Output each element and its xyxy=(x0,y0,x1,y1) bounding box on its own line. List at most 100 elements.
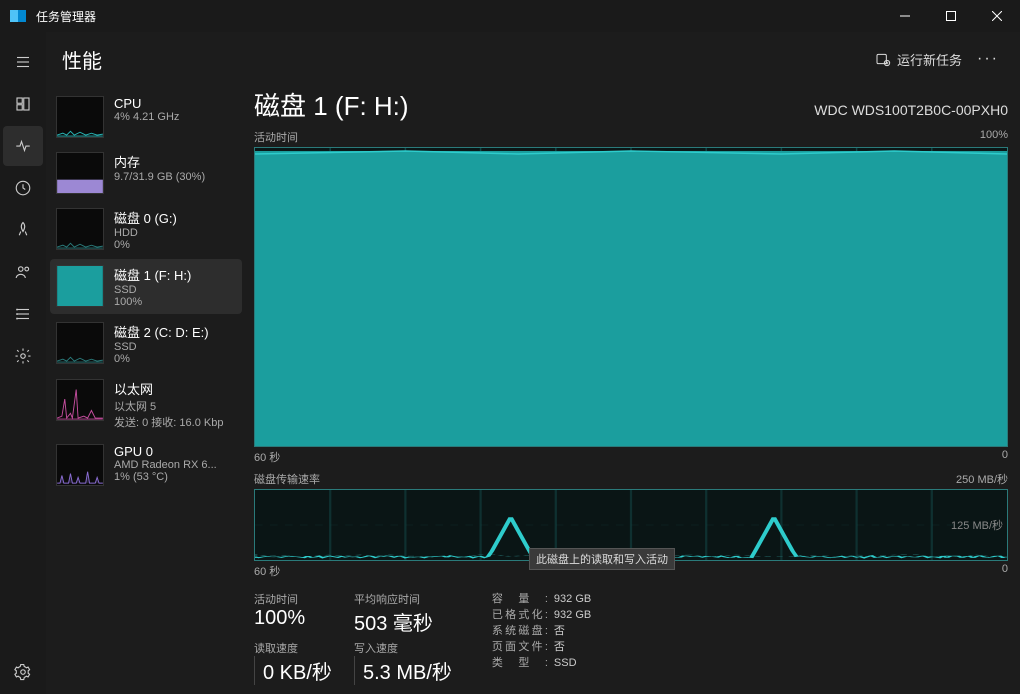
stats-row: 活动时间 100% 平均响应时间 503 毫秒 读取速度 0 KB/ xyxy=(254,591,1008,685)
chart2-label-top-right: 250 MB/秒 xyxy=(956,471,1008,487)
sidebar-item-name: 以太网 xyxy=(114,379,236,398)
info-row: 系统磁盘: 否 xyxy=(492,623,591,639)
sidebar-item[interactable]: CPU 4% 4.21 GHz xyxy=(50,90,242,144)
info-row: 页面文件: 否 xyxy=(492,639,591,655)
info-val: SSD xyxy=(554,655,577,671)
app-icon xyxy=(10,10,26,22)
chart1-label-top-right: 100% xyxy=(980,129,1008,145)
sidebar-item-name: 磁盘 2 (C: D: E:) xyxy=(114,322,236,341)
sidebar-item[interactable]: 磁盘 2 (C: D: E:) SSD 0% xyxy=(50,316,242,371)
sidebar-thumb xyxy=(56,265,104,307)
nav-menu-button[interactable] xyxy=(3,42,43,82)
more-button[interactable]: ··· xyxy=(972,50,1004,68)
sidebar-item-sub2: 0% xyxy=(114,239,236,251)
sidebar-item[interactable]: GPU 0 AMD Radeon RX 6... 1% (53 °C) xyxy=(50,438,242,492)
sidebar-item-sub2: 100% xyxy=(114,296,236,308)
sidebar-item-sub1: SSD xyxy=(114,341,236,353)
sidebar-item-sub1: 9.7/31.9 GB (30%) xyxy=(114,171,236,183)
info-key: 系统磁盘: xyxy=(492,623,548,639)
activity-chart: 活动时间 100% 60 秒 0 xyxy=(254,129,1008,465)
sidebar-thumb xyxy=(56,208,104,250)
sidebar-info: 内存 9.7/31.9 GB (30%) xyxy=(114,152,236,194)
titlebar-controls xyxy=(882,0,1020,32)
sidebar-item-name: 磁盘 0 (G:) xyxy=(114,208,236,227)
info-key: 已格式化: xyxy=(492,607,548,623)
sidebar-info: 磁盘 0 (G:) HDD 0% xyxy=(114,208,236,251)
sidebar-thumb xyxy=(56,444,104,486)
info-row: 容量: 932 GB xyxy=(492,591,591,607)
window-title: 任务管理器 xyxy=(36,8,882,25)
chart2-label-bottom-right: 0 xyxy=(1002,563,1008,579)
titlebar: 任务管理器 xyxy=(0,0,1020,32)
chart1-label-bottom-left: 60 秒 xyxy=(254,449,280,465)
run-task-button[interactable]: 运行新任务 xyxy=(865,44,972,75)
chart-tooltip: 此磁盘上的读取和写入活动 xyxy=(529,548,675,570)
nav-startup[interactable] xyxy=(3,210,43,250)
info-val: 932 GB xyxy=(554,607,591,623)
sidebar-item-name: 磁盘 1 (F: H:) xyxy=(114,265,236,284)
chart2-label-top-left: 磁盘传输速率 xyxy=(254,471,320,487)
disk-info: 容量: 932 GB 已格式化: 932 GB 系统磁盘: 否页面文件: 否类型: SSD xyxy=(492,591,591,685)
sidebar-info: GPU 0 AMD Radeon RX 6... 1% (53 °C) xyxy=(114,444,236,486)
chart2-mid-label: 125 MB/秒 xyxy=(951,517,1003,533)
chart1-area[interactable] xyxy=(254,147,1008,447)
detail-title: 磁盘 1 (F: H:) xyxy=(254,86,409,123)
stat-activity-value: 100% xyxy=(254,607,334,630)
info-val: 否 xyxy=(554,639,565,655)
sidebar-thumb xyxy=(56,96,104,138)
maximize-button[interactable] xyxy=(928,0,974,32)
nav-settings[interactable] xyxy=(3,652,43,692)
detail-model: WDC WDS100T2B0C-00PXH0 xyxy=(814,102,1008,118)
nav-users[interactable] xyxy=(3,252,43,292)
sidebar-info: 磁盘 1 (F: H:) SSD 100% xyxy=(114,265,236,308)
sidebar-info: 以太网 以太网 5 发送: 0 接收: 16.0 Kbp xyxy=(114,379,236,430)
transfer-chart: 磁盘传输速率 250 MB/秒 125 MB/秒 此磁盘上的读取和写入活动 60… xyxy=(254,471,1008,579)
sidebar-item[interactable]: 内存 9.7/31.9 GB (30%) xyxy=(50,146,242,200)
nav-performance[interactable] xyxy=(3,126,43,166)
info-val: 否 xyxy=(554,623,565,639)
stat-write-value: 5.3 MB/秒 xyxy=(354,656,452,685)
chart1-label-top-left: 活动时间 xyxy=(254,129,298,145)
info-key: 类型: xyxy=(492,655,548,671)
stat-activity-label: 活动时间 xyxy=(254,591,334,607)
minimize-button[interactable] xyxy=(882,0,928,32)
stat-write-label: 写入速度 xyxy=(354,640,452,656)
sidebar-item-sub1: 4% 4.21 GHz xyxy=(114,111,236,123)
info-row: 已格式化: 932 GB xyxy=(492,607,591,623)
info-val: 932 GB xyxy=(554,591,591,607)
nav-details[interactable] xyxy=(3,294,43,334)
sidebar-item-name: GPU 0 xyxy=(114,444,236,459)
sidebar-item[interactable]: 磁盘 1 (F: H:) SSD 100% xyxy=(50,259,242,314)
sidebar-item-sub2: 1% (53 °C) xyxy=(114,471,236,483)
page-title: 性能 xyxy=(62,45,865,74)
detail-panel: 磁盘 1 (F: H:) WDC WDS100T2B0C-00PXH0 活动时间… xyxy=(246,86,1020,694)
sidebar-info: 磁盘 2 (C: D: E:) SSD 0% xyxy=(114,322,236,365)
page-header: 性能 运行新任务 ··· xyxy=(46,32,1020,86)
sidebar-item[interactable]: 以太网 以太网 5 发送: 0 接收: 16.0 Kbp xyxy=(50,373,242,436)
sidebar-item-sub2: 0% xyxy=(114,353,236,365)
chart1-label-bottom-right: 0 xyxy=(1002,449,1008,465)
sidebar-thumb xyxy=(56,379,104,421)
info-key: 容量: xyxy=(492,591,548,607)
chart2-area[interactable]: 125 MB/秒 此磁盘上的读取和写入活动 xyxy=(254,489,1008,561)
nav-processes[interactable] xyxy=(3,84,43,124)
run-task-label: 运行新任务 xyxy=(897,50,962,69)
close-button[interactable] xyxy=(974,0,1020,32)
sidebar-item-name: CPU xyxy=(114,96,236,111)
sidebar-item-sub1: AMD Radeon RX 6... xyxy=(114,459,236,471)
sidebar-item-name: 内存 xyxy=(114,152,236,171)
info-row: 类型: SSD xyxy=(492,655,591,671)
perf-sidebar: CPU 4% 4.21 GHz 内存 9.7/31.9 GB (30%) 磁盘 … xyxy=(46,86,246,694)
chart2-label-bottom-left: 60 秒 xyxy=(254,563,280,579)
sidebar-item-sub2: 发送: 0 接收: 16.0 Kbp xyxy=(114,414,236,430)
sidebar-item-sub1: 以太网 5 xyxy=(114,398,236,414)
nav-history[interactable] xyxy=(3,168,43,208)
sidebar-item-sub1: SSD xyxy=(114,284,236,296)
info-key: 页面文件: xyxy=(492,639,548,655)
sidebar-item[interactable]: 磁盘 0 (G:) HDD 0% xyxy=(50,202,242,257)
sidebar-item-sub1: HDD xyxy=(114,227,236,239)
stat-read-value: 0 KB/秒 xyxy=(254,656,334,685)
sidebar-thumb xyxy=(56,152,104,194)
nav-services[interactable] xyxy=(3,336,43,376)
stat-resp-label: 平均响应时间 xyxy=(354,591,434,607)
